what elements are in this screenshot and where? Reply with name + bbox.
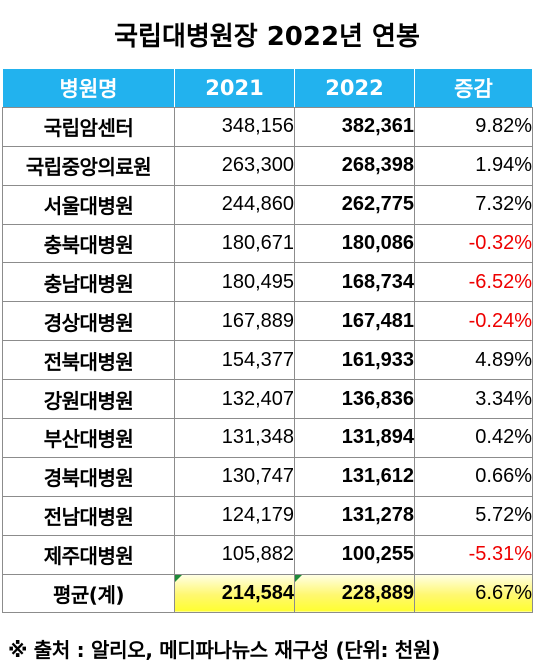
column-header-change: 증감 (414, 68, 533, 108)
table-row: 전남대병원 124,179 131,278 5.72% (2, 495, 533, 536)
salary-2021: 263,300 (174, 145, 295, 186)
cell-marker-icon (295, 574, 302, 582)
cell-marker-icon (175, 574, 182, 582)
column-header-2022: 2022 (294, 68, 415, 108)
average-row: 평균(계) 214,584 228,889 6.67% (2, 573, 533, 614)
table-row: 전북대병원 154,377 161,933 4.89% (2, 340, 533, 381)
page-title: 국립대병원장 2022년 연봉 (114, 21, 420, 52)
table-row: 충남대병원 180,495 168,734 -6.52% (2, 262, 533, 303)
salary-change: -5.31% (414, 534, 533, 575)
salary-2021: 167,889 (174, 301, 295, 342)
salary-2021: 132,407 (174, 379, 295, 420)
salary-2022: 268,398 (294, 145, 415, 186)
hospital-name: 국립중앙의료원 (2, 145, 175, 186)
hospital-name: 부산대병원 (2, 418, 175, 458)
hospital-name: 충북대병원 (2, 223, 175, 264)
column-header-hospital: 병원명 (2, 68, 175, 108)
salary-2022: 100,255 (294, 534, 415, 575)
table-header-row: 병원명 2021 2022 증감 (2, 68, 533, 108)
salary-change: 0.66% (414, 456, 533, 497)
salary-2021: 131,348 (174, 418, 295, 458)
salary-change: 1.94% (414, 145, 533, 186)
salary-2022: 180,086 (294, 223, 415, 264)
salary-2021: 105,882 (174, 534, 295, 575)
average-2022-value: 228,889 (341, 582, 414, 605)
source-note: ※ 출처 : 알리오, 메디파나뉴스 재구성 (단위: 천원) (8, 637, 440, 662)
hospital-name: 전남대병원 (2, 495, 175, 536)
salary-2021: 244,860 (174, 184, 295, 225)
salary-change: 5.72% (414, 495, 533, 536)
salary-change: -0.24% (414, 301, 533, 342)
salary-2022: 131,894 (294, 418, 415, 458)
column-header-2021: 2021 (174, 68, 295, 108)
salary-table: 병원명 2021 2022 증감 국립암센터 348,156 382,361 9.82… (2, 68, 533, 614)
average-2022-cell: 228,889 (294, 573, 415, 614)
table-body: 국립암센터 348,156 382,361 9.82% 국립중앙의료원 263,300 26… (2, 106, 533, 575)
salary-2022: 382,361 (294, 106, 415, 147)
average-label: 평균(계) (2, 573, 175, 614)
salary-2021: 124,179 (174, 495, 295, 536)
hospital-name: 충남대병원 (2, 262, 175, 303)
hospital-name: 전북대병원 (2, 340, 175, 381)
salary-2021: 180,495 (174, 262, 295, 303)
hospital-name: 경상대병원 (2, 301, 175, 342)
salary-2022: 131,612 (294, 456, 415, 497)
salary-2021: 130,747 (174, 456, 295, 497)
salary-2021: 180,671 (174, 223, 295, 264)
table-row: 경상대병원 167,889 167,481 -0.24% (2, 301, 533, 342)
salary-2022: 262,775 (294, 184, 415, 225)
salary-change: 0.42% (414, 418, 533, 458)
salary-change: 9.82% (414, 106, 533, 147)
salary-change: 7.32% (414, 184, 533, 225)
salary-2022: 136,836 (294, 379, 415, 420)
hospital-name: 경북대병원 (2, 456, 175, 497)
salary-2022: 131,278 (294, 495, 415, 536)
table-row: 충북대병원 180,671 180,086 -0.32% (2, 223, 533, 264)
salary-2022: 161,933 (294, 340, 415, 381)
table-row: 국립암센터 348,156 382,361 9.82% (2, 106, 533, 147)
hospital-name: 국립암센터 (2, 106, 175, 147)
table-row: 제주대병원 105,882 100,255 -5.31% (2, 534, 533, 575)
hospital-name: 제주대병원 (2, 534, 175, 575)
average-change: 6.67% (414, 573, 533, 614)
hospital-name: 서울대병원 (2, 184, 175, 225)
salary-change: 3.34% (414, 379, 533, 420)
salary-2022: 168,734 (294, 262, 415, 303)
salary-change: -0.32% (414, 223, 533, 264)
average-2021-value: 214,584 (221, 582, 294, 605)
average-2021-cell: 214,584 (174, 573, 295, 614)
salary-2022: 167,481 (294, 301, 415, 342)
table-row: 강원대병원 132,407 136,836 3.34% (2, 379, 533, 420)
hospital-name: 강원대병원 (2, 379, 175, 420)
table-row: 국립중앙의료원 263,300 268,398 1.94% (2, 145, 533, 186)
table-row: 서울대병원 244,860 262,775 7.32% (2, 184, 533, 225)
salary-2021: 348,156 (174, 106, 295, 147)
table-row: 경북대병원 130,747 131,612 0.66% (2, 456, 533, 497)
table-row: 부산대병원 131,348 131,894 0.42% (2, 418, 533, 458)
salary-change: -6.52% (414, 262, 533, 303)
salary-change: 4.89% (414, 340, 533, 381)
salary-2021: 154,377 (174, 340, 295, 381)
